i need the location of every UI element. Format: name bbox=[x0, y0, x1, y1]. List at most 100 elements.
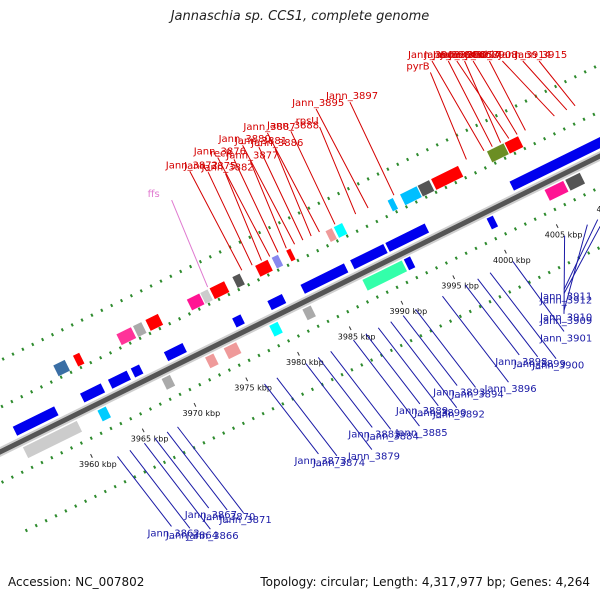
bottom-gene-label-13[interactable]: Jann_3889 bbox=[395, 406, 448, 417]
gene-reverse-11 bbox=[544, 180, 569, 201]
gene-top-9 bbox=[232, 273, 245, 288]
top-gene-label-13[interactable]: rpsU bbox=[296, 116, 319, 127]
bottom-gene-leader-12 bbox=[353, 339, 420, 427]
top-gene-label-10[interactable]: pyrB bbox=[406, 61, 429, 72]
bottom-gene-label-17[interactable]: Jann_3894 bbox=[451, 389, 504, 400]
gene-forward-1 bbox=[12, 406, 59, 436]
top-gene-leader-1 bbox=[538, 60, 576, 107]
tick-mark-7 bbox=[400, 300, 404, 305]
top-gene-leader-4 bbox=[488, 60, 526, 131]
top-gene-label-16[interactable]: Jann_3886 bbox=[250, 138, 303, 149]
top-gene-label-8[interactable]: Jann_3904 bbox=[423, 50, 476, 61]
bottom-gene-label-8[interactable]: Jann_3874 bbox=[312, 458, 365, 469]
bottom-gene-label-20[interactable]: Jann_3899 bbox=[513, 359, 566, 370]
top-gene-label-9[interactable]: Jann_3903 bbox=[407, 50, 460, 61]
tick-mark-4 bbox=[245, 377, 249, 382]
bottom-gene-label-2[interactable]: Jann_3864 bbox=[165, 530, 218, 541]
bottom-gene-label-23[interactable]: Jann_3909 bbox=[539, 316, 592, 327]
top-gene-leader-18 bbox=[242, 144, 296, 245]
gene-reverse-10 bbox=[486, 215, 499, 230]
top-gene-label-6[interactable]: Jann_3906 bbox=[432, 50, 485, 61]
label-leader-lines bbox=[117, 60, 600, 530]
bottom-gene-label-18[interactable]: Jann_3896 bbox=[483, 384, 536, 395]
gene-top-2 bbox=[72, 352, 85, 367]
top-gene-label-17[interactable]: Jann_3881 bbox=[234, 136, 287, 147]
gene-reverse-3 bbox=[161, 374, 176, 390]
bottom-gene-leader-3 bbox=[143, 442, 211, 530]
rna-gene-label-1[interactable]: ffs bbox=[148, 189, 160, 200]
bottom-gene-label-11[interactable]: Jann_3884 bbox=[366, 431, 419, 442]
gene-top-1 bbox=[53, 359, 70, 377]
top-gene-label-18[interactable]: Jann_3880 bbox=[218, 134, 271, 145]
gene-top-18 bbox=[431, 165, 464, 190]
top-gene-label-1[interactable]: Jann_3915 bbox=[514, 50, 567, 61]
bottom-gene-leader-1 bbox=[117, 456, 172, 527]
gene-top-20 bbox=[504, 136, 524, 154]
top-gene-leader-17 bbox=[258, 146, 304, 241]
top-gene-label-2[interactable]: Jann_3914 bbox=[498, 50, 551, 61]
top-gene-label-19[interactable]: Jann_3877 bbox=[225, 150, 278, 161]
bottom-gene-label-15[interactable]: Jann_3892 bbox=[432, 410, 485, 421]
bottom-gene-label-25[interactable]: Jann_3911 bbox=[539, 292, 592, 303]
top-gene-label-11[interactable]: Jann_3897 bbox=[325, 91, 378, 102]
bottom-gene-leader-4 bbox=[154, 437, 210, 509]
kbp-ticks: 3960 kbp 3965 kbp 3970 kbp 3975 kbp 3980 kbp… bbox=[79, 205, 600, 469]
bottom-gene-label-5[interactable]: Jann_3870 bbox=[202, 512, 255, 523]
bottom-gene-label-24[interactable]: Jann_3910 bbox=[539, 313, 592, 324]
bottom-gene-label-1[interactable]: Jann_3862 bbox=[146, 528, 199, 539]
top-gene-leader-20 bbox=[233, 159, 279, 253]
bottom-gene-label-4[interactable]: Jann_3867 bbox=[184, 510, 237, 521]
top-gene-label-20[interactable]: recR bbox=[210, 148, 233, 159]
bottom-gene-label-16[interactable]: Jann_3893 bbox=[432, 388, 485, 399]
bottom-gene-label-9[interactable]: Jann_3879 bbox=[347, 452, 400, 463]
top-gene-label-12[interactable]: Jann_3895 bbox=[291, 98, 344, 109]
top-gene-label-21[interactable]: Jann_3876 bbox=[193, 146, 246, 157]
top-gene-leader-21 bbox=[217, 157, 271, 257]
top-gene-label-15[interactable]: Jann_3887 bbox=[242, 122, 295, 133]
bottom-gene-label-3[interactable]: Jann_3866 bbox=[185, 531, 238, 542]
top-gene-label-24[interactable]: Jann_3872 bbox=[165, 160, 218, 171]
tick-mark-3 bbox=[193, 402, 197, 407]
bottom-gene-label-22[interactable]: Jann_3901 bbox=[539, 333, 592, 344]
bottom-gene-leader-6 bbox=[177, 426, 244, 514]
bottom-gene-leader-22 bbox=[512, 261, 565, 332]
gene-reverse-1 bbox=[22, 420, 83, 459]
bottom-gene-label-7[interactable]: Jann_3873 bbox=[293, 456, 346, 467]
gene-reverse-4 bbox=[205, 353, 219, 369]
genome-axis bbox=[0, 150, 600, 458]
bottom-gene-label-14[interactable]: Jann_3890 bbox=[413, 408, 466, 419]
tick-mark-9 bbox=[504, 249, 507, 254]
top-gene-leader-2 bbox=[522, 60, 568, 111]
bottom-gene-label-10[interactable]: Jann_3883 bbox=[347, 429, 400, 440]
bottom-gene-label-21[interactable]: Jann_3900 bbox=[531, 361, 584, 372]
bottom-gene-leader-10 bbox=[317, 357, 373, 428]
bottom-gene-label-12[interactable]: Jann_3885 bbox=[394, 428, 447, 439]
gene-reverse-5 bbox=[223, 342, 242, 360]
top-gene-label-4[interactable]: Jann_3908 bbox=[464, 50, 517, 61]
map-title: Jannaschia sp. CCS1, complete genome bbox=[170, 9, 430, 24]
top-gene-leader-24 bbox=[189, 171, 243, 271]
top-gene-leader-11 bbox=[349, 101, 395, 196]
bottom-gene-leader-15 bbox=[390, 321, 458, 408]
top-gene-leader-19 bbox=[249, 161, 287, 249]
bottom-gene-label-19[interactable]: Jann_3898 bbox=[494, 357, 547, 368]
gene-features bbox=[12, 136, 600, 459]
top-gene-label-14[interactable]: Jann_3888 bbox=[266, 120, 319, 131]
bottom-gene-leader-13 bbox=[365, 333, 421, 405]
bottom-gene-leader-18 bbox=[442, 295, 509, 383]
top-gene-label-7[interactable]: Jann_3905 bbox=[440, 50, 493, 61]
top-gene-label-22[interactable]: Jann_3882 bbox=[200, 163, 253, 174]
bottom-gene-label-6[interactable]: Jann_3871 bbox=[219, 515, 272, 526]
tick-mark-8 bbox=[452, 275, 456, 280]
tick-label-6: 3985 kbp bbox=[338, 332, 376, 341]
top-gene-label-23[interactable]: Jann_3875 bbox=[183, 161, 236, 172]
top-gene-label-3[interactable]: ubiA bbox=[478, 50, 500, 61]
gene-labels[interactable]: Jann_3915Jann_3914ubiAJann_3908Jann_3907… bbox=[146, 50, 592, 542]
bottom-gene-label-26[interactable]: Jann_3912 bbox=[539, 295, 592, 306]
gene-top-3 bbox=[116, 327, 137, 346]
bottom-gene-leader-25 bbox=[563, 219, 599, 290]
bottom-gene-leader-9 bbox=[305, 363, 373, 450]
top-gene-label-5[interactable]: Jann_3907 bbox=[448, 50, 501, 61]
top-gene-leader-5 bbox=[472, 60, 518, 135]
